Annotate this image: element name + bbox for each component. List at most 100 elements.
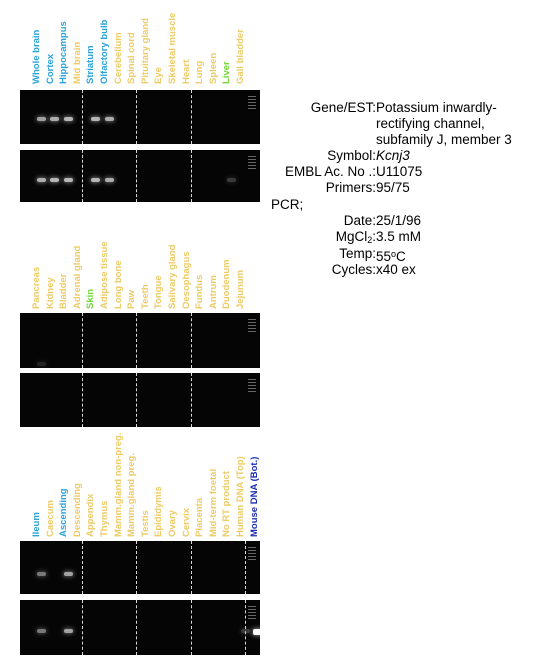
ladder-mark [248, 382, 256, 383]
date-value: 25/1/96 [376, 213, 422, 228]
gel-band [50, 117, 60, 121]
lane-separator [190, 373, 192, 427]
symbol-key: Symbol: [327, 148, 376, 163]
lane-separator [81, 150, 83, 202]
gel-band [36, 362, 46, 366]
lane-separator [136, 373, 138, 427]
panel3-lane-label: Appendix [85, 493, 97, 537]
ladder-mark [248, 553, 256, 554]
panel3-lane-label: Ascending [58, 488, 70, 537]
info-block: Gene/EST: Potassium inwardly- rectifying… [0, 0, 540, 300]
panel3-lane-label: Human DNA (Top) [235, 456, 246, 537]
ladder-mark [248, 618, 256, 619]
panel3-lane-label: Mouse DNA (Bot.) [248, 456, 260, 537]
ladder-mark [248, 162, 256, 163]
ladder-mark [248, 108, 256, 109]
gel-band [104, 117, 114, 121]
temp-degree: o [391, 249, 397, 259]
embl-value: U11075 [376, 164, 423, 179]
lane-separator [81, 541, 83, 594]
ladder-mark [248, 159, 256, 160]
ladder-mark [248, 96, 256, 97]
gel-band [252, 629, 260, 635]
temp-key: Temp: [339, 246, 376, 261]
pcr-key: PCR; [271, 197, 304, 212]
mgcl-key-sub: 2 [367, 235, 373, 245]
lane-separator [81, 373, 83, 427]
ladder-mark [248, 385, 256, 386]
lane-separator [190, 150, 192, 202]
mgcl-value: 3.5 mM [376, 229, 422, 244]
gel-band [63, 178, 73, 182]
lane-separator [81, 90, 83, 144]
ladder-mark [248, 165, 256, 166]
gene-key: Gene/EST: [310, 100, 376, 115]
ladder-mark [248, 391, 256, 392]
gel-band [63, 572, 73, 576]
ladder-mark [248, 615, 256, 616]
gel-band [226, 178, 236, 182]
panel3-lane-label: Ileum [31, 512, 42, 537]
panel3-lane-label: Testis [139, 510, 151, 537]
lane-separator [136, 600, 138, 655]
panel3-lane-label: Cervix [180, 507, 192, 537]
gel-band [36, 629, 46, 633]
ladder-mark [248, 559, 256, 560]
panel3-lane-label: Placenta [194, 497, 206, 537]
ladder-mark [248, 105, 256, 106]
panel-1-gel-bottom [20, 150, 260, 202]
lane-separator [136, 90, 138, 144]
panel3-lane-label: No RT product [221, 471, 233, 537]
gel-band [90, 178, 100, 182]
panel3-lane-label: Caecum [44, 500, 56, 537]
panel-2-gel-bottom [20, 373, 260, 427]
lane-separator [136, 313, 138, 368]
lane-separator [136, 150, 138, 202]
panel3-lane-label: Mid-term foetal [207, 468, 219, 537]
ladder-mark [248, 325, 256, 326]
lane-separator [81, 600, 83, 655]
lane-separator [190, 90, 192, 144]
panel3-lane-label: Mamm.gland non-preg. [112, 432, 124, 538]
ladder-mark [248, 547, 256, 548]
panel3-lane-label: Descending [71, 483, 83, 537]
ladder-mark [248, 156, 256, 157]
panel-1-gel-top [20, 90, 260, 144]
lane-separator [245, 541, 246, 594]
ladder-mark [248, 168, 256, 169]
temp-value: 55oC [376, 246, 406, 265]
gene-line-2: rectifying channel, [376, 116, 485, 131]
ladder-mark [248, 609, 256, 610]
ladder-mark [248, 606, 256, 607]
date-key: Date: [343, 213, 376, 228]
symbol-italic: Kcnj3 [376, 148, 410, 163]
panel-3-gel-top [20, 541, 260, 594]
gel-band [63, 629, 73, 633]
gel-band [240, 629, 250, 633]
ladder-mark [248, 379, 256, 380]
panel3-lane-label: Ovary [167, 510, 178, 537]
temp-unit: C [396, 249, 406, 264]
lane-separator [190, 600, 192, 655]
lane-separator [136, 541, 138, 594]
primers-value: 95/75 [376, 180, 410, 195]
gel-band [90, 117, 100, 121]
panel3-lane-label: Epididymis [153, 486, 165, 537]
embl-key: EMBL Ac. No .: [284, 164, 376, 179]
ladder-mark [248, 99, 256, 100]
gel-band [36, 572, 46, 576]
ladder-mark [248, 556, 256, 557]
gene-line-3: subfamily J, member 3 [376, 132, 512, 147]
ladder-mark [248, 550, 256, 551]
panel3-lane-label: Mamm.gland preg. [126, 453, 138, 537]
ladder-mark [248, 102, 256, 103]
panel3-lane-label: Thymus [99, 500, 110, 537]
gene-line-1: Potassium inwardly- [376, 100, 497, 115]
cycles-value: x40 ex [376, 262, 416, 277]
panel-2-gel-top [20, 313, 260, 368]
gel-band [50, 178, 60, 182]
ladder-mark [248, 328, 256, 329]
temp-number: 55 [376, 249, 392, 264]
lane-separator [190, 313, 192, 368]
gel-band [104, 178, 114, 182]
